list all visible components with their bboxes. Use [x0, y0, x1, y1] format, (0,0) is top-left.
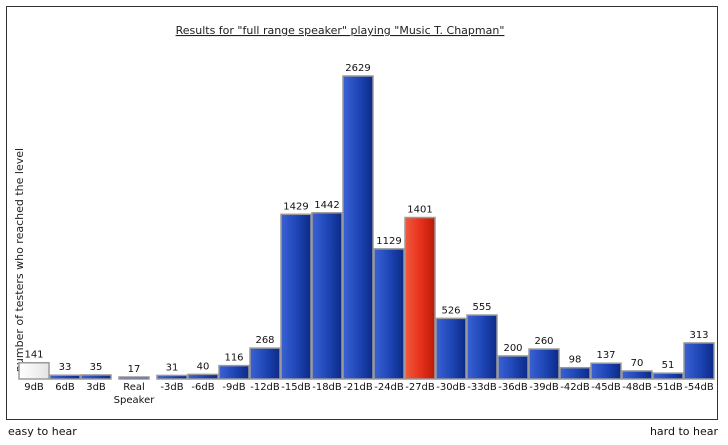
bar-3db [80, 374, 112, 380]
bar--27db [404, 216, 436, 380]
value-label: 35 [90, 362, 103, 373]
footer-hard-label: hard to hear [649, 425, 718, 438]
bar--18db [311, 212, 343, 380]
value-label: 526 [441, 305, 460, 316]
chart-frame: Results for "full range speaker" playing… [6, 6, 718, 420]
x-tick-label: -51dB [653, 382, 683, 393]
bar--48db [621, 370, 653, 380]
value-label: 1129 [376, 236, 401, 247]
x-tick-label: -39dB [529, 382, 559, 393]
value-label: 313 [689, 330, 708, 341]
value-label: 1401 [407, 205, 432, 216]
x-tick-label: -15dB [281, 382, 311, 393]
x-tick-label: Speaker [114, 395, 156, 406]
x-tick-label: 3dB [86, 382, 106, 393]
value-label: 1442 [314, 200, 339, 211]
value-label: 555 [472, 302, 491, 313]
bar--36db [497, 355, 529, 380]
value-label: 260 [534, 336, 553, 347]
x-tick-label: -3dB [160, 382, 183, 393]
bar--51db [652, 372, 684, 380]
bar--21db [342, 75, 374, 380]
bar--12db [249, 347, 281, 380]
value-label: 17 [128, 364, 141, 375]
value-label: 31 [166, 362, 179, 373]
x-tick-label: -24dB [374, 382, 404, 393]
x-tick-label: -45dB [591, 382, 621, 393]
x-tick-label: -27dB [405, 382, 435, 393]
bars-group: 141 9dB 33 6dB 35 3dB 17 Real Speaker 31 -3dB 40 -6d… [18, 63, 715, 406]
value-label: 40 [197, 361, 210, 372]
x-tick-label: -12dB [250, 382, 280, 393]
bar--45db [590, 362, 622, 380]
chart-title: Results for "full range speaker" playing… [176, 24, 505, 37]
bar--39db [528, 348, 560, 380]
value-label: 2629 [345, 63, 370, 74]
x-tick-label: 9dB [24, 382, 44, 393]
x-tick-label: -36dB [498, 382, 528, 393]
bar--33db [466, 314, 498, 380]
bar--30db [435, 317, 467, 380]
value-label: 70 [631, 358, 644, 369]
x-tick-label: -30dB [436, 382, 466, 393]
bar--3db [156, 374, 188, 380]
bar-6db [49, 374, 81, 380]
x-tick-label: -6dB [191, 382, 214, 393]
bar-real-speaker [118, 376, 150, 380]
x-tick-label: -33dB [467, 382, 497, 393]
footer-easy-label: easy to hear [8, 425, 77, 438]
value-label: 137 [596, 350, 615, 361]
value-label: 33 [59, 362, 72, 373]
bar-9db [18, 361, 50, 380]
value-label: 51 [662, 360, 675, 371]
x-tick-label: -18dB [312, 382, 342, 393]
value-label: 116 [224, 353, 243, 364]
y-axis-label: number of testers who reached the level [13, 148, 26, 372]
bar--42db [559, 366, 591, 380]
bar--15db [280, 213, 312, 380]
value-label: 268 [255, 335, 274, 346]
x-tick-label: -42dB [560, 382, 590, 393]
bar--54db [683, 342, 715, 380]
x-tick-label: Real [123, 382, 145, 393]
x-tick-label: -9dB [222, 382, 245, 393]
value-label: 141 [24, 350, 43, 361]
bar--6db [187, 373, 219, 380]
value-label: 1429 [283, 201, 308, 212]
bar--9db [218, 364, 250, 380]
x-tick-label: -48dB [622, 382, 652, 393]
x-tick-label: 6dB [55, 382, 75, 393]
bar-chart: Results for "full range speaker" playing… [13, 24, 715, 406]
bar--24db [373, 248, 405, 380]
value-label: 200 [503, 343, 522, 354]
x-tick-label: -54dB [684, 382, 714, 393]
value-label: 98 [569, 355, 582, 366]
x-tick-label: -21dB [343, 382, 373, 393]
